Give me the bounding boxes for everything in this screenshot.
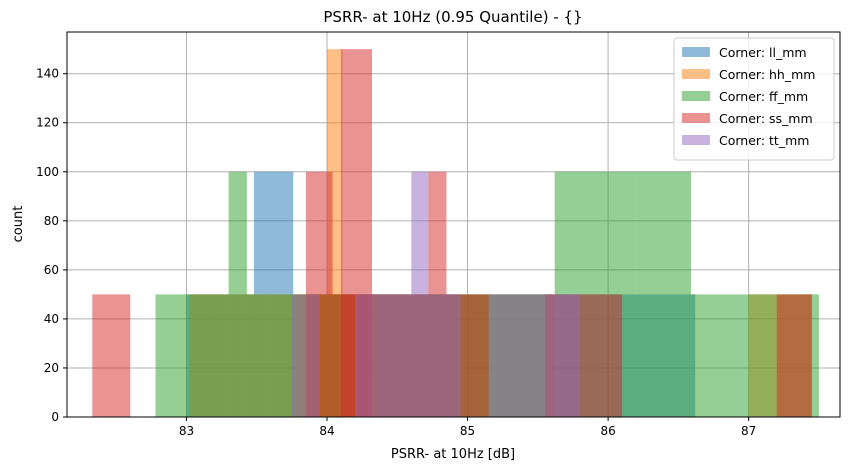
histogram-bar [691, 294, 749, 417]
x-axis-ticks: 83 84 85 86 87 [179, 417, 756, 438]
y-tick-label: 60 [44, 263, 59, 277]
legend-label: Corner: ss_mm [719, 111, 813, 126]
legend-swatch [682, 135, 710, 145]
x-tick-label: 85 [460, 424, 475, 438]
legend-swatch [682, 47, 710, 57]
legend-swatch [682, 113, 710, 123]
legend-label: Corner: tt_mm [719, 133, 809, 148]
x-tick-label: 84 [319, 424, 334, 438]
plot-area-frame [66, 31, 841, 418]
histogram-bar [291, 294, 320, 417]
y-tick-label: 100 [36, 165, 59, 179]
y-tick-label: 20 [44, 361, 59, 375]
legend-swatch [682, 69, 710, 79]
legend-label: Corner: ff_mm [719, 89, 808, 104]
histogram-bar [428, 294, 461, 417]
legend-label: Corner: ll_mm [719, 45, 807, 60]
y-tick-label: 40 [44, 312, 59, 326]
x-tick-label: 86 [600, 424, 615, 438]
legend-label: Corner: hh_mm [719, 67, 815, 82]
y-tick-label: 80 [44, 214, 59, 228]
y-axis-ticks: 0 20 40 60 80 100 120 140 [36, 67, 67, 424]
y-tick-label: 0 [51, 410, 59, 424]
chart-title: PSRR- at 10Hz (0.95 Quantile) - {} [323, 8, 582, 26]
x-tick-label: 83 [179, 424, 194, 438]
legend: Corner: ll_mm Corner: hh_mm Corner: ff_mm C… [673, 37, 835, 161]
histogram-bar [601, 294, 623, 417]
histogram-bar [636, 171, 692, 417]
legend-frame [673, 37, 835, 161]
histogram-bar [748, 294, 780, 417]
histogram-bar [488, 294, 552, 417]
histogram-bar [246, 294, 292, 417]
y-tick-label: 120 [36, 116, 59, 130]
histogram-bar [228, 171, 247, 417]
histogram-bar [551, 294, 580, 417]
x-tick-label: 87 [741, 424, 756, 438]
x-axis-label: PSRR- at 10Hz [dB] [391, 447, 515, 462]
histogram-bar [776, 294, 812, 417]
y-axis-label: count [11, 206, 26, 243]
legend-swatch [682, 91, 710, 101]
histogram-bar [155, 294, 229, 417]
histogram-bar [411, 171, 429, 417]
histogram-bar [355, 294, 412, 417]
histogram-bar [92, 294, 131, 417]
histogram-bars [92, 49, 819, 418]
y-tick-label: 140 [36, 67, 59, 81]
